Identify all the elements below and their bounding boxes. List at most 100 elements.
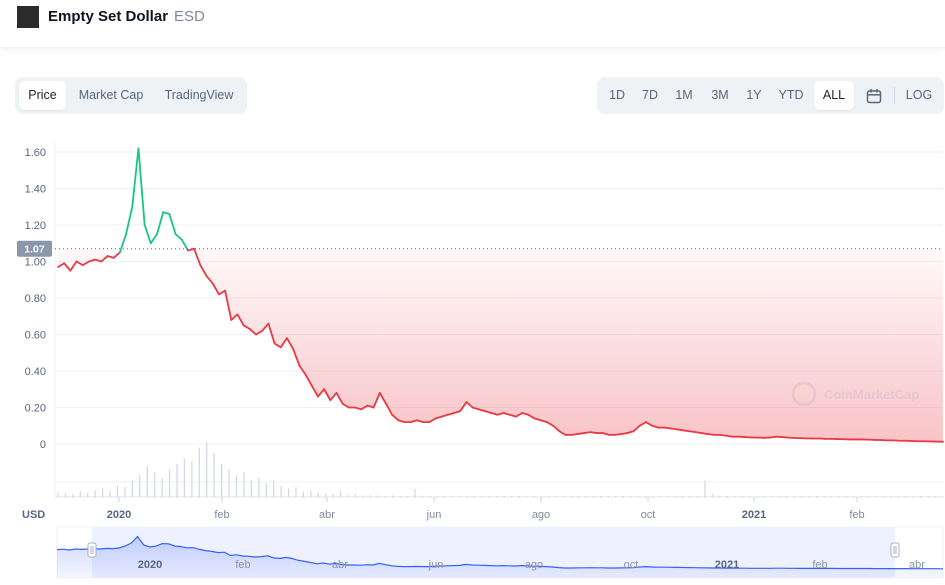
- y-tick-label: 1.40: [25, 184, 46, 196]
- navigator-tick-label: ago: [525, 559, 543, 571]
- range-all-button[interactable]: ALL: [814, 81, 854, 110]
- range-1d-button[interactable]: 1D: [609, 88, 625, 102]
- price-line-segment: [106, 255, 115, 259]
- tab-tradingview[interactable]: TradingView: [164, 88, 234, 102]
- navigator-tick-label: feb: [812, 559, 827, 571]
- calendar-button[interactable]: [859, 81, 889, 110]
- price-line-segment: [378, 391, 387, 405]
- navigator-line: [56, 535, 944, 570]
- price-line-segment: [286, 337, 295, 351]
- price-line-segment: [694, 431, 703, 434]
- price-line-segment: [428, 417, 437, 424]
- price-line-segment: [663, 426, 672, 430]
- price-line-segment: [706, 433, 715, 436]
- price-line-segment: [323, 388, 332, 402]
- tab-market-cap[interactable]: Market Cap: [78, 88, 144, 102]
- price-line-segment: [440, 413, 449, 418]
- price-line-segment: [193, 247, 202, 267]
- price-line-segment: [354, 406, 363, 411]
- coin-name: Empty Set Dollar: [48, 8, 169, 25]
- watermark-text: CoinMarketCap: [824, 387, 919, 402]
- price-line-segment: [725, 434, 734, 438]
- navigator-tick-label: jun: [428, 559, 444, 571]
- price-line-segment: [75, 260, 84, 267]
- price-line-segment: [645, 421, 654, 427]
- range-7d-button[interactable]: 7D: [642, 88, 658, 102]
- toolbar-divider: [894, 87, 895, 104]
- price-line-segment: [199, 264, 208, 278]
- y-tick-label: 1.60: [25, 147, 46, 159]
- x-tick-label: abr: [319, 509, 335, 521]
- price-line-segment: [261, 322, 270, 332]
- price-line-segment: [434, 415, 443, 420]
- range-ytd-button[interactable]: YTD: [778, 88, 804, 102]
- price-line-segment: [484, 410, 493, 414]
- price-line-segment: [533, 417, 542, 422]
- current-price-label: 1.07: [24, 244, 45, 256]
- range-3m-button[interactable]: 3M: [711, 88, 729, 102]
- range-1m-button[interactable]: 1M: [675, 88, 693, 102]
- price-line-segment: [453, 410, 462, 414]
- price-line-segment: [57, 262, 66, 268]
- navigator-tick-label: oct: [624, 559, 639, 571]
- price-line-segment: [539, 419, 548, 424]
- price-line-segment: [502, 412, 511, 416]
- price-line-segment: [638, 421, 647, 427]
- x-tick-label: 2021: [742, 509, 766, 521]
- tab-price[interactable]: Price: [19, 81, 66, 110]
- price-line-segment: [168, 213, 177, 236]
- price-line-segment: [236, 313, 245, 327]
- price-line-segment: [230, 313, 239, 321]
- x-tick-label: oct: [641, 509, 656, 521]
- price-line-segment: [187, 247, 196, 252]
- price-line-segment: [682, 429, 691, 433]
- price-line-segment: [81, 260, 90, 267]
- coin-symbol: ESD: [174, 8, 205, 25]
- navigator-selection: [92, 527, 895, 578]
- price-line-segment: [675, 428, 684, 432]
- price-line-segment: [719, 433, 728, 437]
- navigator-handle-left[interactable]: [87, 542, 97, 558]
- chart-type-tabs: Price Market Cap TradingView: [15, 77, 247, 114]
- range-1y-button[interactable]: 1Y: [746, 88, 762, 102]
- price-line-segment: [310, 384, 319, 398]
- price-line-segment: [700, 432, 709, 435]
- y-tick-label: 1.20: [25, 220, 46, 232]
- price-line-segment: [137, 147, 146, 226]
- navigator-handle-right[interactable]: [890, 542, 900, 558]
- price-line-segment: [248, 328, 257, 336]
- price-line-segment: [397, 419, 406, 424]
- price-line-segment: [360, 404, 369, 411]
- price-line-segment: [465, 401, 474, 409]
- price-line-segment: [335, 391, 344, 405]
- price-line-segment: [267, 322, 276, 345]
- navigator-tick-label: abr: [332, 559, 348, 571]
- price-line-segment: [490, 412, 499, 416]
- price-line-segment: [131, 147, 140, 208]
- x-tick-label: feb: [849, 509, 864, 521]
- price-line-segment: [298, 364, 307, 376]
- price-line-segment: [558, 430, 567, 436]
- price-line-segment: [527, 413, 536, 420]
- price-line-segment: [341, 402, 350, 409]
- x-tick-label: jun: [426, 509, 442, 521]
- log-scale-button[interactable]: LOG: [905, 88, 933, 102]
- price-line-segment: [205, 275, 214, 285]
- price-line-segment: [546, 421, 555, 427]
- price-line-segment: [614, 433, 623, 436]
- x-tick-label: ago: [532, 509, 550, 521]
- x-tick-label: 2020: [107, 509, 131, 521]
- price-line-segment: [63, 262, 72, 272]
- x-tick-label: feb: [214, 509, 229, 521]
- price-line-segment: [781, 436, 790, 439]
- price-line-segment: [255, 329, 264, 336]
- price-line-segment: [632, 424, 641, 433]
- price-line-segment: [496, 412, 505, 416]
- y-tick-label: 0.80: [25, 293, 46, 305]
- price-line-segment: [391, 413, 400, 422]
- price-line-segment: [477, 408, 486, 413]
- price-line-segment: [329, 391, 338, 402]
- price-line-segment: [372, 391, 381, 409]
- price-line-segment: [446, 412, 455, 416]
- price-line-segment: [459, 401, 468, 413]
